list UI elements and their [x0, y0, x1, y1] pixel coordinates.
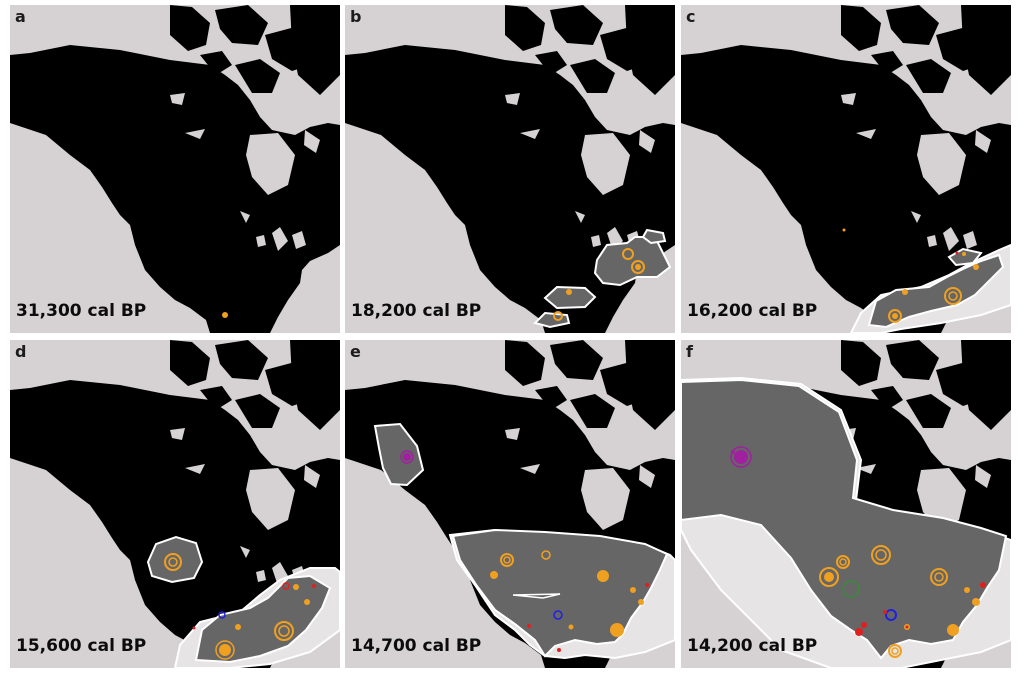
- map-f: [681, 340, 1011, 668]
- date-label: 16,200 cal BP: [687, 301, 818, 321]
- site-marker: [944, 287, 962, 305]
- site-marker: [955, 251, 959, 255]
- site-marker: [293, 584, 299, 590]
- site-marker: [503, 556, 511, 564]
- site-marker: [934, 572, 944, 582]
- site-marker: [842, 228, 846, 232]
- site-marker: [855, 628, 863, 636]
- range-polygon: [593, 236, 672, 287]
- map-d: [10, 340, 340, 668]
- date-label: 14,200 cal BP: [687, 636, 818, 656]
- site-marker: [490, 571, 498, 579]
- site-marker: [888, 644, 902, 658]
- site-marker: [304, 599, 310, 605]
- panel-label: b: [350, 7, 362, 26]
- site-marker: [861, 622, 867, 628]
- site-marker: [164, 553, 182, 571]
- site-marker: [566, 289, 572, 295]
- site-marker: [905, 625, 909, 629]
- panel-label: c: [686, 7, 696, 26]
- site-marker: [597, 570, 609, 582]
- site-marker: [645, 583, 649, 587]
- site-marker: [947, 624, 959, 636]
- range-polygon: [543, 285, 597, 310]
- site-marker: [400, 450, 414, 464]
- panel-f: f 14,200 cal BP: [681, 340, 1011, 668]
- site-marker: [500, 553, 514, 567]
- site-marker: [638, 599, 644, 605]
- site-marker: [215, 640, 235, 660]
- site-marker: [819, 567, 839, 587]
- site-marker: [962, 252, 966, 256]
- date-label: 14,700 cal BP: [351, 636, 482, 656]
- site-marker: [731, 450, 735, 454]
- site-marker: [836, 555, 850, 569]
- map-a: [10, 5, 340, 333]
- date-label: 18,200 cal BP: [351, 301, 482, 321]
- site-marker: [635, 264, 641, 270]
- panel-label: e: [350, 342, 361, 361]
- map-e: [345, 340, 675, 668]
- range-polygon: [373, 422, 425, 487]
- site-marker: [875, 549, 887, 561]
- site-marker: [839, 558, 847, 566]
- range-polygon: [867, 253, 1005, 329]
- site-marker: [824, 572, 834, 582]
- map-b: [345, 5, 675, 333]
- range-polygon: [533, 311, 571, 329]
- panel-e: e 14,700 cal BP: [345, 340, 675, 668]
- site-marker: [218, 611, 226, 619]
- panel-label: a: [15, 7, 26, 26]
- panel-a: a 31,300 cal BP: [10, 5, 340, 333]
- site-marker: [278, 625, 290, 637]
- site-marker: [553, 610, 563, 620]
- panel-d: d 15,600 cal BP: [10, 340, 340, 668]
- site-marker: [192, 626, 196, 630]
- panel-c: c 16,200 cal BP: [681, 5, 1011, 333]
- site-marker: [973, 264, 979, 270]
- site-marker: [885, 609, 897, 621]
- range-polygon: [146, 535, 204, 584]
- panel-b: b 18,200 cal BP: [345, 5, 675, 333]
- site-marker: [871, 545, 891, 565]
- date-label: 15,600 cal BP: [16, 636, 147, 656]
- range-hole: [512, 593, 561, 599]
- site-marker: [891, 647, 899, 655]
- site-marker: [282, 582, 290, 590]
- site-marker: [948, 291, 958, 301]
- site-marker: [730, 446, 752, 468]
- site-marker: [930, 568, 948, 586]
- site-marker: [553, 311, 563, 321]
- site-marker: [842, 580, 860, 598]
- range-polygon: [641, 228, 667, 245]
- site-marker: [610, 623, 624, 637]
- site-marker: [888, 309, 902, 323]
- site-marker: [541, 550, 551, 560]
- site-marker: [980, 582, 986, 588]
- site-marker: [734, 450, 748, 464]
- site-marker: [568, 624, 574, 630]
- site-marker: [883, 610, 887, 614]
- site-marker: [902, 289, 908, 295]
- map-c: [681, 5, 1011, 333]
- site-marker: [972, 598, 980, 606]
- site-marker: [168, 557, 178, 567]
- site-marker: [219, 644, 231, 656]
- site-marker: [630, 587, 636, 593]
- site-marker: [274, 621, 294, 641]
- date-label: 31,300 cal BP: [16, 301, 147, 321]
- site-marker: [527, 624, 531, 628]
- site-marker: [557, 648, 561, 652]
- site-marker: [964, 587, 970, 593]
- site-marker: [222, 312, 228, 318]
- site-marker: [403, 453, 411, 461]
- site-marker: [892, 313, 898, 319]
- site-marker: [235, 624, 241, 630]
- site-marker: [631, 260, 645, 274]
- site-marker: [622, 248, 634, 260]
- site-marker: [312, 584, 316, 588]
- panel-label: d: [15, 342, 27, 361]
- panel-label: f: [686, 342, 693, 361]
